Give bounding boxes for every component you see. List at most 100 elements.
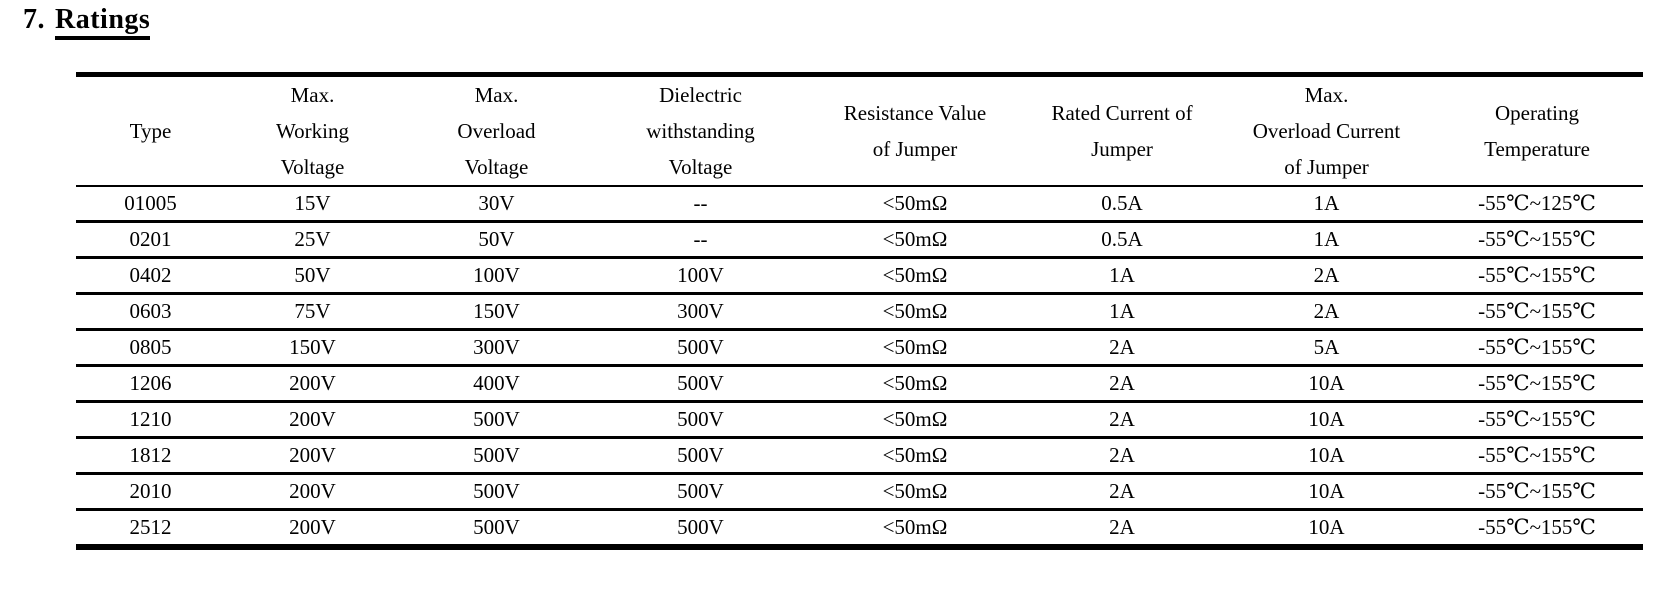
- cell-resistance-value: <50mΩ: [808, 473, 1022, 511]
- cell-max-overload-voltage: 400V: [400, 365, 593, 403]
- cell-operating-temperature: -55℃~155℃: [1431, 401, 1643, 439]
- cell-resistance-value: <50mΩ: [808, 257, 1022, 295]
- cell-max-overload-current: 1A: [1222, 186, 1431, 223]
- cell-resistance-value: <50mΩ: [808, 365, 1022, 403]
- cell-max-overload-current: 10A: [1222, 473, 1431, 511]
- cell-dielectric-voltage: 500V: [593, 365, 808, 403]
- cell-max-working-voltage: 150V: [225, 329, 400, 367]
- table-row-0201: 0201 25V 50V -- <50mΩ 0.5A 1A -55℃~155℃: [76, 221, 1643, 259]
- cell-operating-temperature: -55℃~155℃: [1431, 329, 1643, 367]
- cell-max-overload-current: 10A: [1222, 401, 1431, 439]
- table-row-01005: 01005 15V 30V -- <50mΩ 0.5A 1A -55℃~125℃: [76, 186, 1643, 223]
- cell-rated-current: 2A: [1022, 473, 1222, 511]
- cell-max-overload-voltage: 30V: [400, 186, 593, 223]
- table-row-0603: 0603 75V 150V 300V <50mΩ 1A 2A -55℃~155℃: [76, 293, 1643, 331]
- column-header-resistance-value: Resistance Value of Jumper: [808, 74, 1022, 187]
- cell-rated-current: 2A: [1022, 365, 1222, 403]
- cell-rated-current: 2A: [1022, 329, 1222, 367]
- cell-max-overload-current: 10A: [1222, 509, 1431, 549]
- table-row-1812: 1812 200V 500V 500V <50mΩ 2A 10A -55℃~15…: [76, 437, 1643, 475]
- cell-rated-current: 1A: [1022, 257, 1222, 295]
- cell-operating-temperature: -55℃~155℃: [1431, 221, 1643, 259]
- cell-rated-current: 1A: [1022, 293, 1222, 331]
- cell-max-overload-current: 5A: [1222, 329, 1431, 367]
- cell-type: 1206: [76, 365, 225, 403]
- cell-type: 1812: [76, 437, 225, 475]
- table-row-1210: 1210 200V 500V 500V <50mΩ 2A 10A -55℃~15…: [76, 401, 1643, 439]
- cell-type: 2512: [76, 509, 225, 549]
- cell-type: 2010: [76, 473, 225, 511]
- section-title-text: Ratings: [55, 4, 151, 40]
- ratings-table-header: Type Max. Working Voltage Max. Overload …: [76, 74, 1643, 187]
- cell-max-working-voltage: 200V: [225, 401, 400, 439]
- cell-type: 0201: [76, 221, 225, 259]
- cell-rated-current: 0.5A: [1022, 186, 1222, 223]
- column-header-rated-current: Rated Current of Jumper: [1022, 74, 1222, 187]
- cell-max-overload-current: 2A: [1222, 257, 1431, 295]
- table-row-2010: 2010 200V 500V 500V <50mΩ 2A 10A -55℃~15…: [76, 473, 1643, 511]
- cell-resistance-value: <50mΩ: [808, 437, 1022, 475]
- table-row-2512: 2512 200V 500V 500V <50mΩ 2A 10A -55℃~15…: [76, 509, 1643, 549]
- cell-max-working-voltage: 200V: [225, 437, 400, 475]
- cell-max-overload-voltage: 50V: [400, 221, 593, 259]
- section-number: 7.: [23, 4, 45, 35]
- cell-rated-current: 2A: [1022, 437, 1222, 475]
- cell-max-overload-current: 10A: [1222, 437, 1431, 475]
- cell-max-overload-voltage: 100V: [400, 257, 593, 295]
- column-header-dielectric-withstanding-voltage: Dielectric withstanding Voltage: [593, 74, 808, 187]
- column-header-max-overload-current: Max. Overload Current of Jumper: [1222, 74, 1431, 187]
- cell-max-overload-voltage: 500V: [400, 437, 593, 475]
- cell-dielectric-voltage: 100V: [593, 257, 808, 295]
- cell-max-overload-voltage: 500V: [400, 401, 593, 439]
- cell-max-overload-voltage: 300V: [400, 329, 593, 367]
- cell-resistance-value: <50mΩ: [808, 401, 1022, 439]
- cell-operating-temperature: -55℃~155℃: [1431, 437, 1643, 475]
- cell-rated-current: 2A: [1022, 509, 1222, 549]
- cell-operating-temperature: -55℃~155℃: [1431, 509, 1643, 549]
- cell-max-working-voltage: 25V: [225, 221, 400, 259]
- ratings-table: Type Max. Working Voltage Max. Overload …: [76, 72, 1643, 550]
- cell-max-working-voltage: 75V: [225, 293, 400, 331]
- cell-rated-current: 0.5A: [1022, 221, 1222, 259]
- cell-max-overload-voltage: 500V: [400, 509, 593, 549]
- cell-type: 0805: [76, 329, 225, 367]
- column-header-operating-temperature: Operating Temperature: [1431, 74, 1643, 187]
- cell-operating-temperature: -55℃~125℃: [1431, 186, 1643, 223]
- cell-max-overload-voltage: 500V: [400, 473, 593, 511]
- cell-max-working-voltage: 200V: [225, 473, 400, 511]
- column-header-max-working-voltage: Max. Working Voltage: [225, 74, 400, 187]
- cell-operating-temperature: -55℃~155℃: [1431, 257, 1643, 295]
- cell-resistance-value: <50mΩ: [808, 221, 1022, 259]
- cell-resistance-value: <50mΩ: [808, 329, 1022, 367]
- cell-operating-temperature: -55℃~155℃: [1431, 473, 1643, 511]
- header-row: Type Max. Working Voltage Max. Overload …: [76, 74, 1643, 187]
- table-row-0402: 0402 50V 100V 100V <50mΩ 1A 2A -55℃~155℃: [76, 257, 1643, 295]
- table-row-0805: 0805 150V 300V 500V <50mΩ 2A 5A -55℃~155…: [76, 329, 1643, 367]
- cell-type: 01005: [76, 186, 225, 223]
- cell-type: 0603: [76, 293, 225, 331]
- cell-dielectric-voltage: --: [593, 186, 808, 223]
- cell-max-overload-current: 2A: [1222, 293, 1431, 331]
- cell-dielectric-voltage: 300V: [593, 293, 808, 331]
- cell-resistance-value: <50mΩ: [808, 293, 1022, 331]
- cell-resistance-value: <50mΩ: [808, 186, 1022, 223]
- cell-type: 1210: [76, 401, 225, 439]
- cell-max-working-voltage: 200V: [225, 509, 400, 549]
- cell-resistance-value: <50mΩ: [808, 509, 1022, 549]
- cell-rated-current: 2A: [1022, 401, 1222, 439]
- cell-max-overload-current: 1A: [1222, 221, 1431, 259]
- cell-type: 0402: [76, 257, 225, 295]
- cell-operating-temperature: -55℃~155℃: [1431, 293, 1643, 331]
- cell-dielectric-voltage: 500V: [593, 437, 808, 475]
- column-header-max-overload-voltage: Max. Overload Voltage: [400, 74, 593, 187]
- cell-dielectric-voltage: --: [593, 221, 808, 259]
- cell-dielectric-voltage: 500V: [593, 473, 808, 511]
- cell-operating-temperature: -55℃~155℃: [1431, 365, 1643, 403]
- ratings-table-body: 01005 15V 30V -- <50mΩ 0.5A 1A -55℃~125℃…: [76, 186, 1643, 549]
- column-header-type: Type: [76, 74, 225, 187]
- cell-dielectric-voltage: 500V: [593, 509, 808, 549]
- cell-max-working-voltage: 15V: [225, 186, 400, 223]
- cell-max-working-voltage: 200V: [225, 365, 400, 403]
- table-row-1206: 1206 200V 400V 500V <50mΩ 2A 10A -55℃~15…: [76, 365, 1643, 403]
- cell-max-overload-voltage: 150V: [400, 293, 593, 331]
